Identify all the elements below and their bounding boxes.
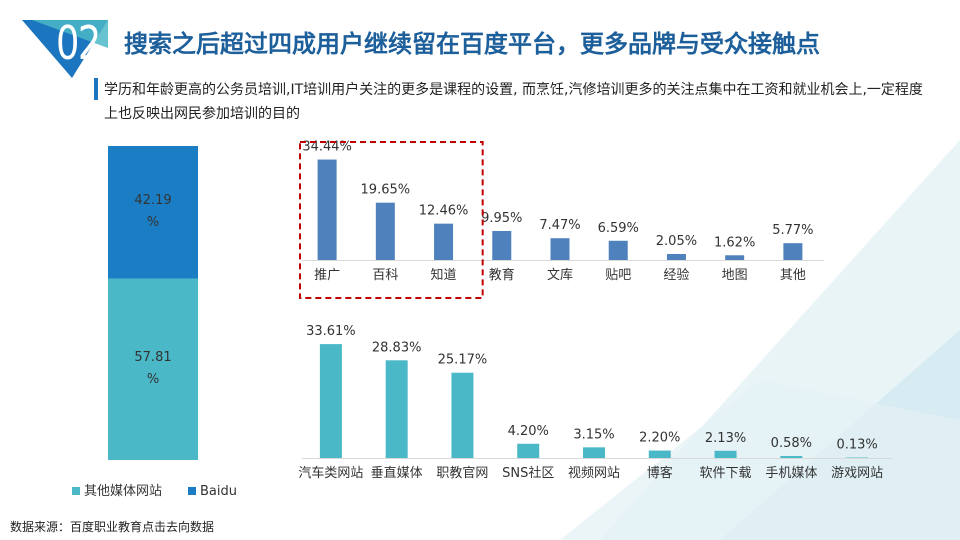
stack-value-label: %	[147, 215, 159, 230]
bar-value-label: 0.13%	[836, 438, 877, 453]
bar-6	[666, 254, 686, 260]
stack-segment-1	[108, 146, 198, 279]
subtitle-accent-bar	[94, 78, 98, 100]
bar-7	[780, 456, 803, 458]
bar-value-label: 2.13%	[705, 431, 746, 446]
stack-value-label: 57.81	[134, 350, 171, 365]
bar-2	[434, 223, 454, 260]
category-label: 视频网站	[568, 466, 620, 481]
category-label: 手机媒体	[765, 466, 817, 481]
bar-5	[648, 450, 671, 458]
category-label: 博客	[647, 465, 673, 481]
legend-label: Baidu	[200, 484, 237, 499]
legend-swatch	[188, 487, 196, 495]
bar-0	[319, 344, 342, 458]
category-label: 游戏网站	[831, 466, 883, 481]
bar-0	[317, 159, 337, 260]
other-media-chart: 33.61% 汽车类网站 28.83% 垂直媒体 25.17% 职教官网 4.20% SNS社…	[298, 324, 892, 481]
stacked-share-chart: 57.81% 42.19% 其他媒体网站 Baidu	[72, 146, 237, 499]
badge-triangle-accent	[32, 20, 108, 48]
bar-6	[714, 450, 737, 458]
bar-value-label: 4.20%	[508, 424, 549, 439]
page-subtitle: 学历和年龄更高的公务员培训,IT培训用户关注的更多是课程的设置, 而烹饪,汽修培…	[104, 82, 923, 122]
bar-value-label: 6.59%	[598, 221, 639, 236]
bar-7	[725, 255, 745, 260]
bar-value-label: 9.95%	[481, 211, 522, 226]
bar-value-label: 25.17%	[438, 353, 488, 368]
category-label: 职教官网	[436, 465, 488, 481]
bar-value-label: 7.47%	[539, 218, 580, 233]
section-badge	[22, 20, 108, 78]
legend-label: 其他媒体网站	[84, 484, 162, 499]
bar-value-label: 2.20%	[639, 431, 680, 446]
category-label: 百科	[372, 268, 398, 283]
category-label: 软件下载	[700, 466, 752, 481]
bar-value-label: 33.61%	[306, 324, 356, 339]
category-label: 其他	[780, 268, 806, 283]
category-label: 推广	[314, 268, 340, 283]
bar-value-label: 2.05%	[656, 234, 697, 249]
category-label: 经验	[663, 267, 689, 283]
category-label: 地图	[722, 268, 748, 283]
category-label: SNS社区	[502, 465, 554, 481]
category-label: 知道	[431, 267, 457, 283]
category-label: 贴吧	[605, 268, 631, 283]
legend-swatch	[72, 487, 80, 495]
stack-value-label: 42.19	[134, 193, 171, 208]
bar-3	[492, 230, 512, 260]
bar-value-label: 1.62%	[714, 235, 755, 250]
category-label: 汽车类网站	[298, 465, 363, 481]
stack-segment-0	[108, 278, 198, 460]
bar-value-label: 3.15%	[573, 427, 614, 442]
data-source: 数据来源：百度职业教育点击去向数据	[10, 520, 215, 534]
bar-value-label: 5.77%	[772, 223, 813, 238]
bar-1	[375, 202, 395, 260]
baidu-products-chart: 34.44% 推广 19.65% 百科 12.46% 知道 9.95% 教育 7.47% 文库 6.…	[299, 140, 824, 299]
bar-4	[583, 447, 605, 458]
bar-2	[451, 372, 474, 458]
highlight-box	[299, 141, 484, 299]
bar-3	[517, 443, 540, 458]
stack-value-label: %	[147, 372, 159, 387]
category-label: 文库	[547, 267, 573, 283]
category-label: 垂直媒体	[371, 466, 423, 481]
bar-value-label: 12.46%	[419, 204, 469, 219]
bar-1	[385, 360, 408, 458]
bar-value-label: 34.44%	[302, 140, 352, 155]
page-title: 搜索之后超过四成用户继续留在百度平台，更多品牌与受众接触点	[124, 30, 820, 58]
bar-value-label: 0.58%	[771, 436, 812, 451]
bar-4	[550, 238, 570, 260]
bar-5	[608, 240, 628, 260]
bg-triangle-low	[560, 380, 960, 540]
bar-8	[783, 243, 803, 260]
bar-value-label: 19.65%	[361, 183, 411, 198]
badge-number: 02	[56, 16, 101, 70]
category-label: 教育	[489, 267, 515, 283]
bar-value-label: 28.83%	[372, 340, 422, 355]
